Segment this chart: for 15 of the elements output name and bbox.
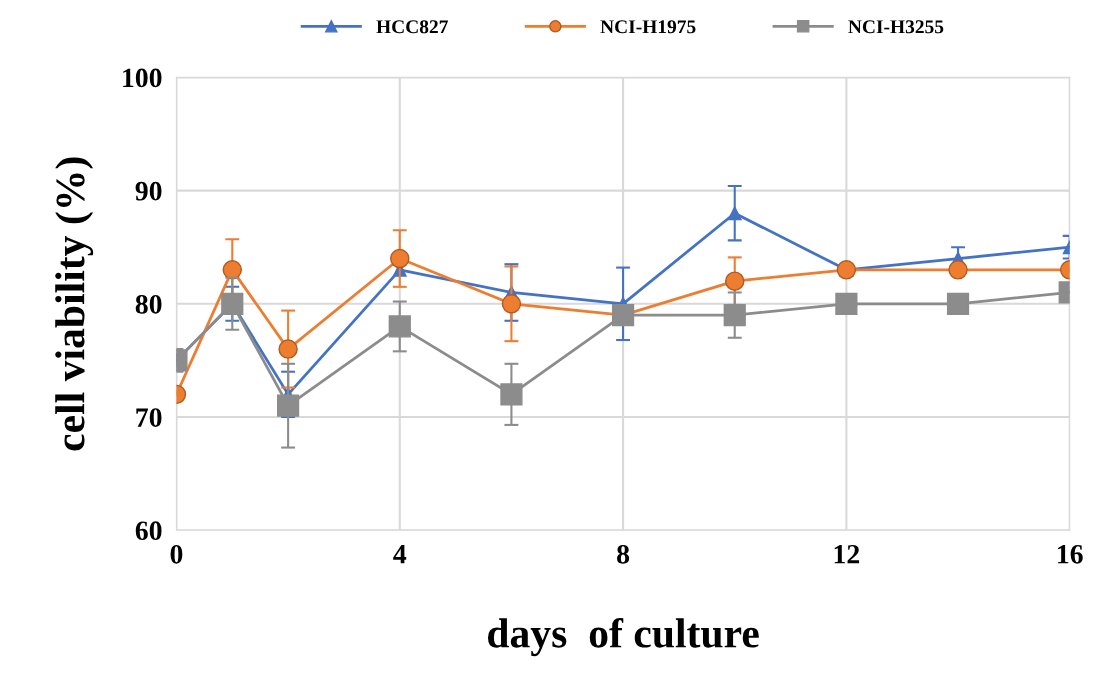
y-tick-label: 60 [135,521,162,541]
y-axis-title: cell viability (%) [55,157,94,451]
x-tick-label: 12 [834,544,860,564]
x-tick-label: 8 [617,544,630,564]
legend-label: HCC827 [376,20,448,34]
y-tick-label: 80 [135,294,162,314]
x-tick-label: 16 [1058,544,1083,564]
y-tick-label: 90 [135,181,162,201]
y-tick-label: 100 [123,68,162,88]
legend-label: NCI-H3255 [848,20,944,34]
legend-label: NCI-H1975 [600,20,696,34]
x-axis-title: days of culture [487,617,759,657]
y-tick-label: 70 [136,408,162,427]
x-tick-label: 4 [393,545,407,564]
x-tick-label: 0 [170,544,183,564]
